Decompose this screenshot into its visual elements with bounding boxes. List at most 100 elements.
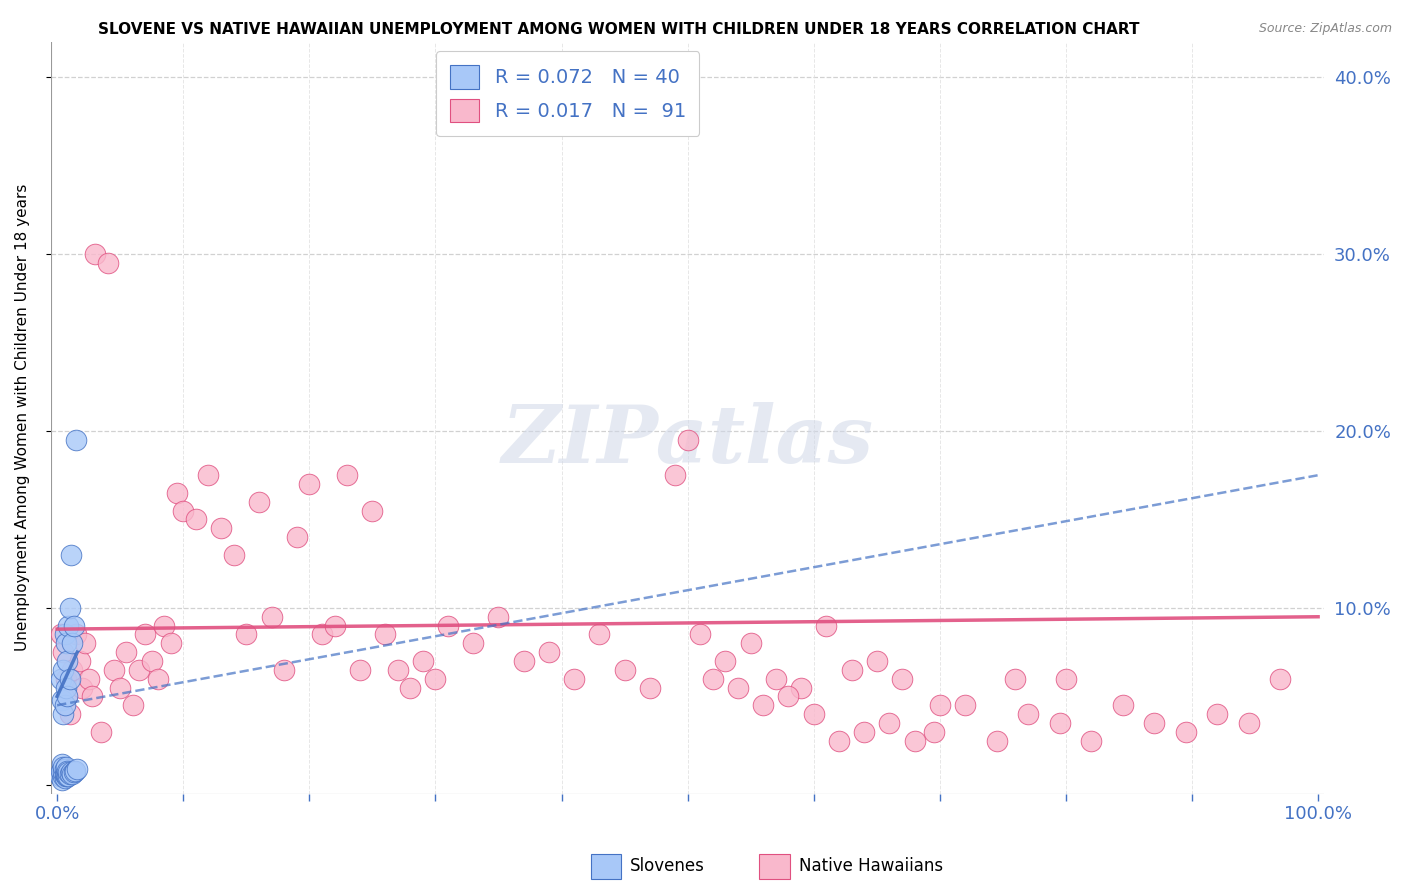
- Point: [336, 468, 359, 483]
- Point: [1017, 707, 1039, 722]
- Point: [1080, 733, 1102, 747]
- Point: [1111, 698, 1133, 713]
- Point: [55, 636, 77, 650]
- Point: [488, 609, 510, 624]
- Point: [55, 767, 77, 781]
- Point: [56, 690, 79, 704]
- Y-axis label: Unemployment Among Women with Children Under 18 years: Unemployment Among Women with Children U…: [15, 184, 30, 651]
- Point: [58, 765, 80, 780]
- Point: [676, 433, 699, 447]
- Point: [146, 672, 169, 686]
- Point: [56, 654, 79, 668]
- Point: [73, 636, 96, 650]
- Point: [56, 764, 79, 778]
- Point: [463, 636, 485, 650]
- Point: [184, 512, 207, 526]
- Point: [235, 627, 257, 641]
- Point: [613, 663, 636, 677]
- Point: [1049, 715, 1071, 730]
- Point: [922, 724, 945, 739]
- Point: [311, 627, 333, 641]
- Text: Source: ZipAtlas.com: Source: ZipAtlas.com: [1258, 22, 1392, 36]
- Point: [134, 627, 156, 641]
- Point: [49, 764, 72, 778]
- Point: [53, 762, 76, 776]
- Point: [115, 645, 138, 659]
- Point: [222, 548, 245, 562]
- Point: [59, 672, 82, 686]
- Point: [56, 690, 79, 704]
- Point: [55, 681, 77, 695]
- Point: [512, 654, 534, 668]
- Point: [84, 247, 107, 261]
- Point: [53, 771, 76, 785]
- Point: [51, 693, 73, 707]
- Point: [1004, 672, 1026, 686]
- Point: [1237, 715, 1260, 730]
- Point: [53, 767, 76, 781]
- Point: [323, 618, 346, 632]
- Point: [588, 627, 610, 641]
- Point: [903, 733, 925, 747]
- Point: [815, 618, 838, 632]
- Point: [49, 627, 72, 641]
- Point: [77, 672, 100, 686]
- Point: [714, 654, 737, 668]
- Point: [425, 672, 447, 686]
- Point: [1054, 672, 1077, 686]
- Point: [752, 698, 775, 713]
- Point: [374, 627, 396, 641]
- Point: [60, 548, 83, 562]
- Point: [55, 760, 77, 774]
- Point: [166, 486, 188, 500]
- Point: [51, 772, 73, 787]
- Point: [108, 681, 131, 695]
- Text: Native Hawaiians: Native Hawaiians: [799, 857, 943, 875]
- Point: [953, 698, 976, 713]
- Point: [65, 433, 87, 447]
- Point: [60, 765, 83, 780]
- Point: [62, 618, 84, 632]
- Point: [53, 627, 76, 641]
- Point: [285, 530, 308, 544]
- Point: [853, 724, 876, 739]
- Point: [172, 503, 194, 517]
- Point: [866, 654, 889, 668]
- Legend: R = 0.072   N = 40, R = 0.017   N =  91: R = 0.072 N = 40, R = 0.017 N = 91: [436, 52, 699, 136]
- Point: [65, 627, 87, 641]
- Point: [803, 707, 825, 722]
- Point: [59, 707, 82, 722]
- Text: SLOVENE VS NATIVE HAWAIIAN UNEMPLOYMENT AMONG WOMEN WITH CHILDREN UNDER 18 YEARS: SLOVENE VS NATIVE HAWAIIAN UNEMPLOYMENT …: [98, 22, 1140, 37]
- Point: [121, 698, 143, 713]
- Point: [90, 724, 112, 739]
- Point: [1143, 715, 1166, 730]
- Point: [51, 756, 73, 771]
- Point: [52, 707, 75, 722]
- Point: [56, 769, 79, 783]
- Point: [52, 769, 75, 783]
- Point: [727, 681, 749, 695]
- Text: Slovenes: Slovenes: [630, 857, 704, 875]
- Point: [55, 769, 77, 783]
- Point: [58, 769, 80, 783]
- Point: [1270, 672, 1292, 686]
- Point: [53, 698, 76, 713]
- Point: [49, 672, 72, 686]
- Point: [273, 663, 295, 677]
- Point: [412, 654, 434, 668]
- Point: [60, 636, 83, 650]
- Point: [82, 690, 104, 704]
- Point: [765, 672, 787, 686]
- Point: [702, 672, 724, 686]
- Point: [52, 645, 75, 659]
- Point: [437, 618, 460, 632]
- Point: [52, 663, 75, 677]
- Point: [159, 636, 181, 650]
- Point: [298, 477, 321, 491]
- Point: [209, 521, 232, 535]
- Point: [689, 627, 711, 641]
- Point: [778, 690, 800, 704]
- Point: [740, 636, 762, 650]
- Point: [562, 672, 585, 686]
- Point: [790, 681, 813, 695]
